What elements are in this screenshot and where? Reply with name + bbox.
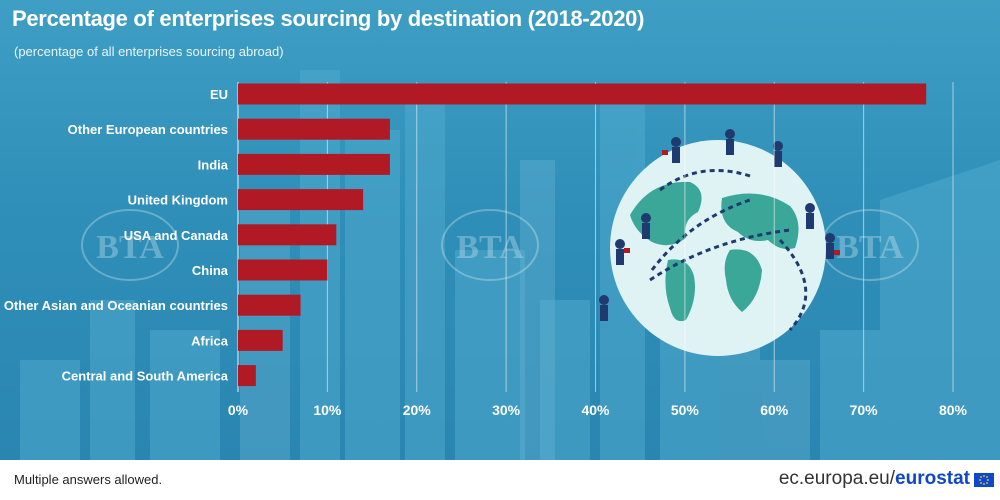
bta-watermark: BTA xyxy=(456,229,524,266)
bar xyxy=(238,83,927,105)
bta-watermark: BTA xyxy=(836,229,904,266)
category-label: United Kingdom xyxy=(128,193,228,208)
eu-flag-icon xyxy=(974,473,994,487)
bar xyxy=(238,259,328,281)
x-tick-label: 20% xyxy=(403,402,432,418)
bar xyxy=(238,329,283,351)
source-domain: ec.europa.eu/ xyxy=(778,468,896,489)
category-label: Other Asian and Oceanian countries xyxy=(4,298,228,313)
category-label: Other European countries xyxy=(68,122,228,137)
x-tick-label: 70% xyxy=(850,402,879,418)
bar xyxy=(238,224,337,246)
x-tick-label: 40% xyxy=(581,402,610,418)
x-tick-label: 80% xyxy=(939,402,968,418)
bar-chart: EU Other European countries India United Ki… xyxy=(4,82,968,418)
bar xyxy=(238,294,301,316)
bar xyxy=(238,153,390,175)
bar xyxy=(238,365,256,387)
x-tick-label: 0% xyxy=(228,402,249,418)
category-label: China xyxy=(192,263,229,278)
footnote: Multiple answers allowed. xyxy=(14,472,163,487)
footer: Multiple answers allowed. ec.europa.eu/e… xyxy=(0,460,1000,500)
page-subtitle: (percentage of all enterprises sourcing … xyxy=(14,44,284,59)
source-link[interactable]: ec.europa.eu/eurostat xyxy=(779,468,970,490)
globe-illustration xyxy=(599,129,840,356)
bar xyxy=(238,189,364,211)
category-label: India xyxy=(198,157,229,172)
x-tick-label: 50% xyxy=(671,402,700,418)
bta-watermark: BTA xyxy=(96,229,164,266)
x-axis-tick-labels: 0% 10% 20% 30% 40% 50% 60% 70% 80% xyxy=(228,402,968,418)
category-label: EU xyxy=(210,87,228,102)
category-labels: EU Other European countries India United Ki… xyxy=(4,87,229,384)
x-tick-label: 10% xyxy=(313,402,342,418)
bar xyxy=(238,118,390,140)
x-tick-label: 60% xyxy=(760,402,789,418)
x-tick-label: 30% xyxy=(492,402,521,418)
category-label: Africa xyxy=(191,333,229,348)
source-brand: eurostat xyxy=(895,468,970,489)
category-label: USA and Canada xyxy=(124,228,229,243)
bars xyxy=(238,83,927,387)
page-title: Percentage of enterprises sourcing by de… xyxy=(12,6,645,31)
category-label: Central and South America xyxy=(62,369,229,384)
